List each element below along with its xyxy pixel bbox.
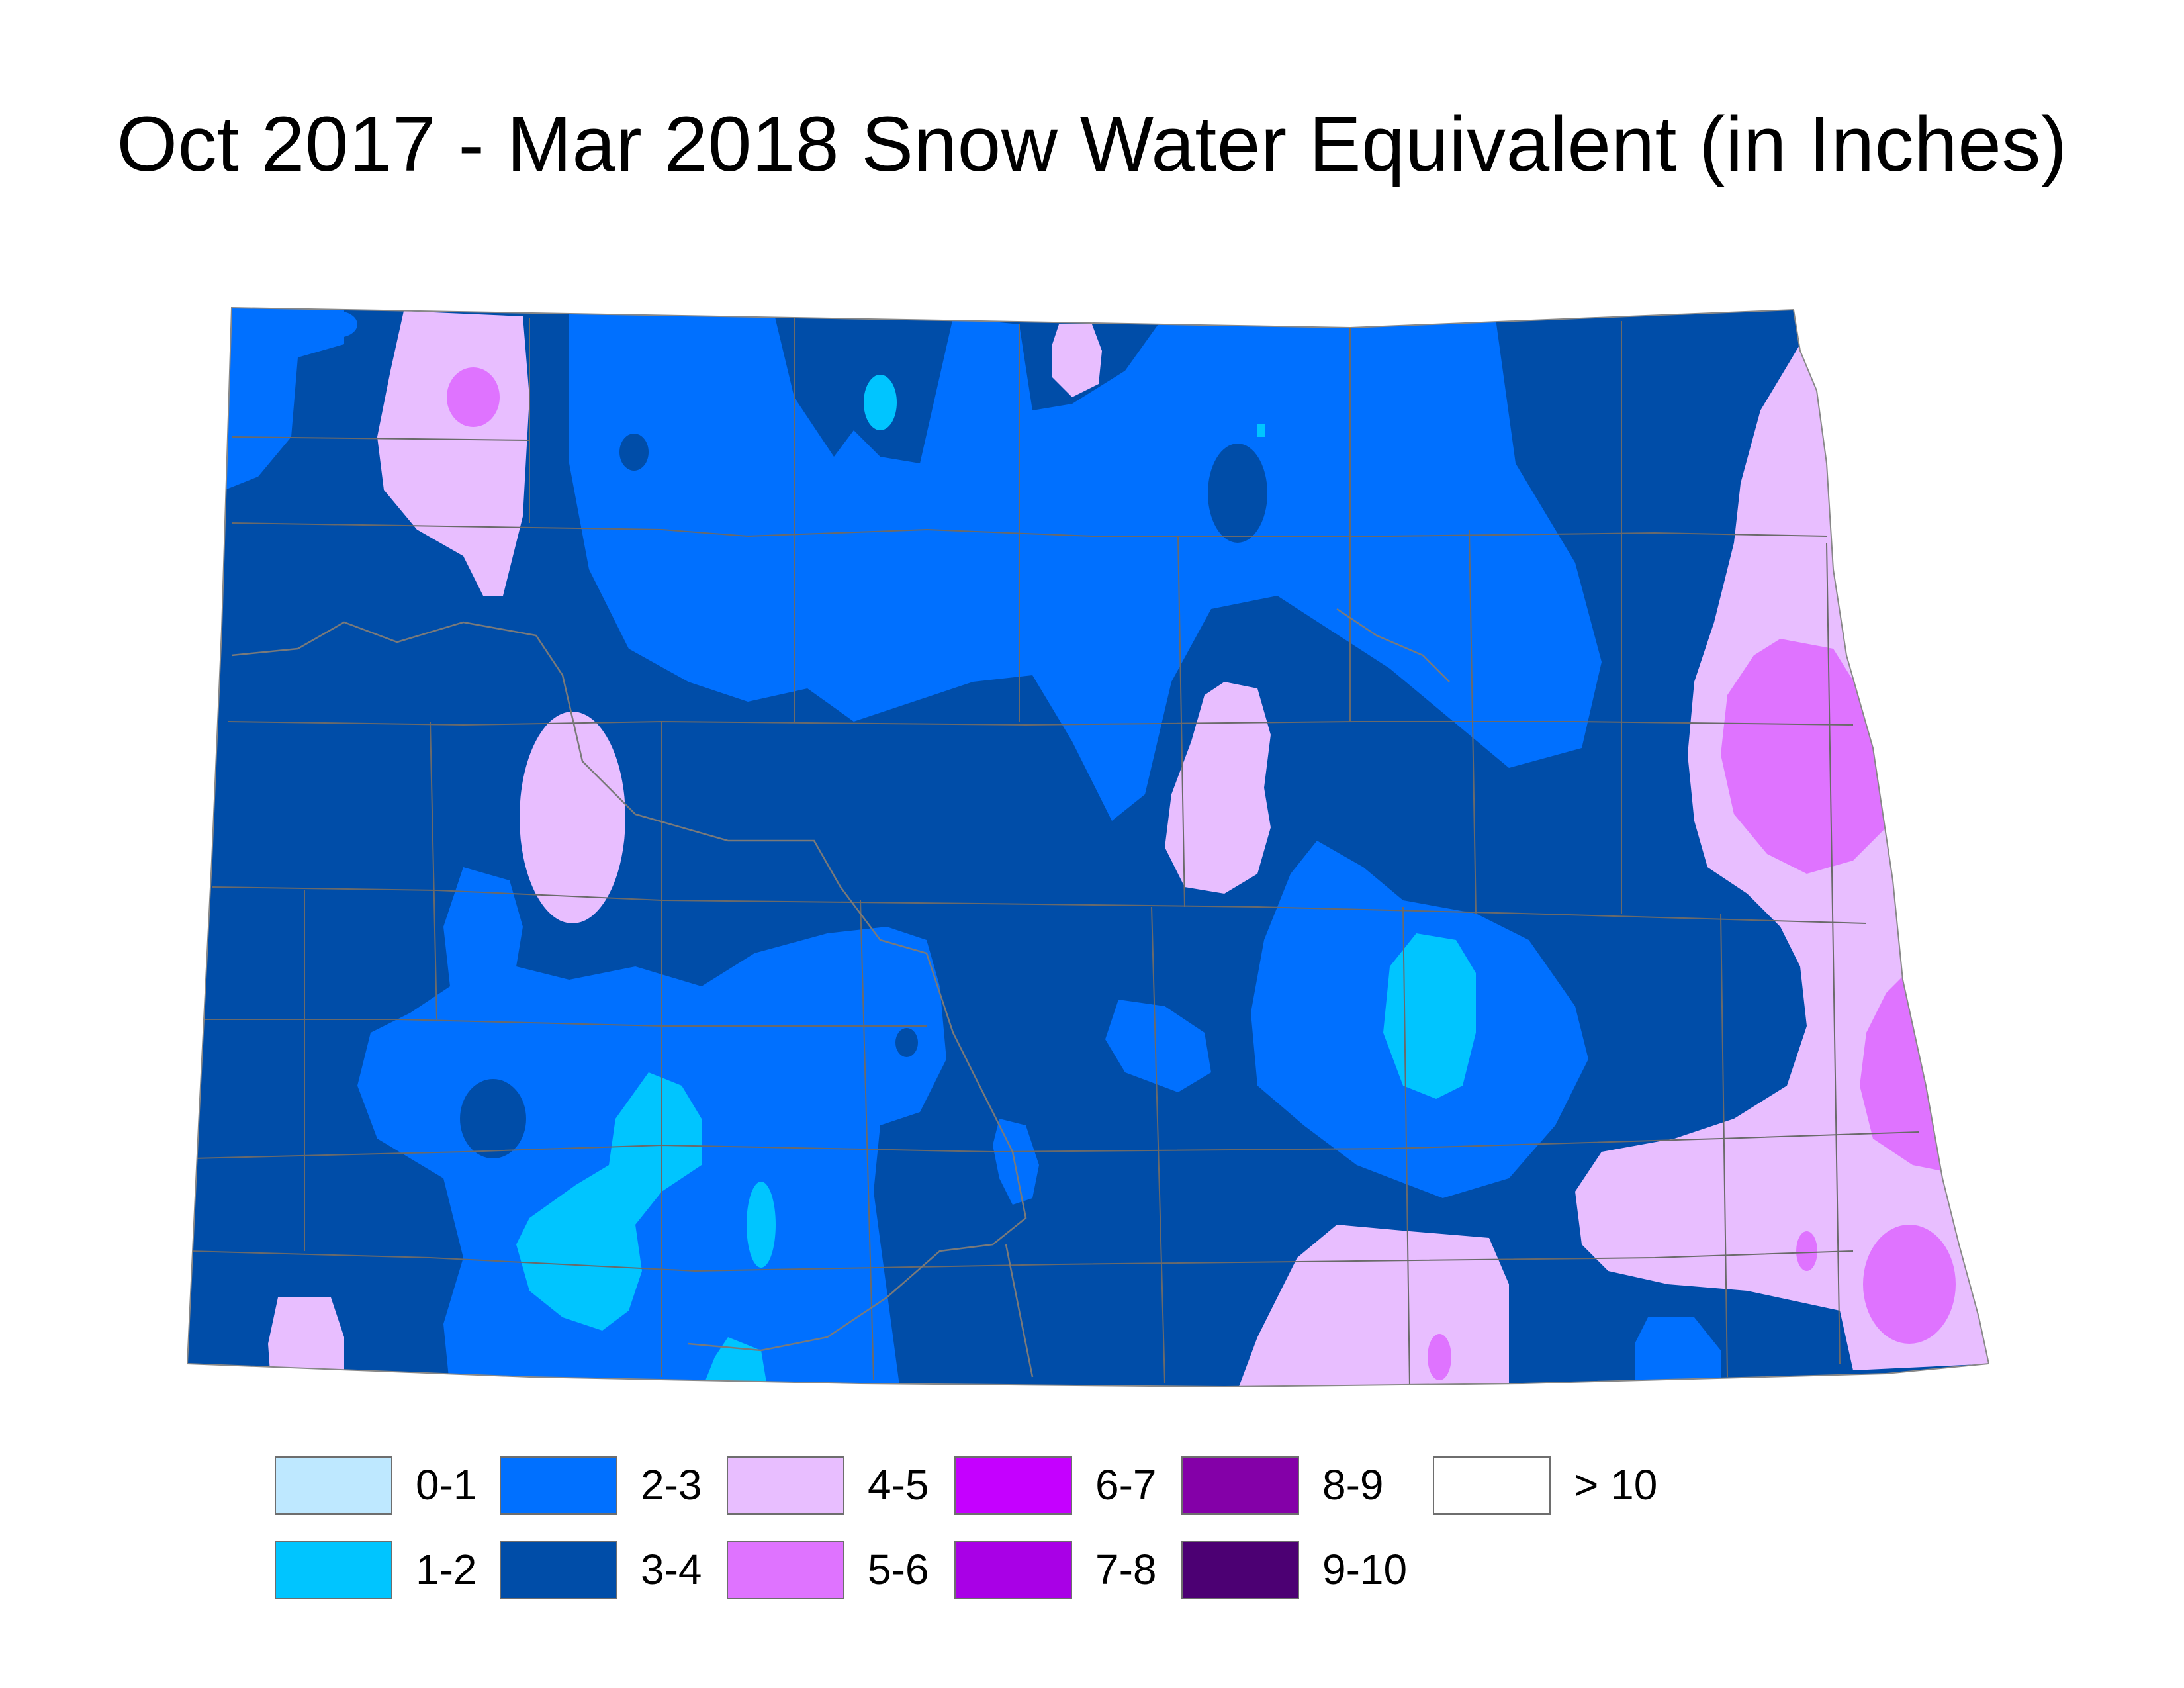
legend-swatch bbox=[954, 1541, 1072, 1599]
region-5-6-southeast-small bbox=[1796, 1231, 1817, 1271]
legend-swatch bbox=[1181, 1541, 1299, 1599]
legend-swatch bbox=[954, 1456, 1072, 1515]
region-4-5-central bbox=[1165, 682, 1271, 894]
legend-label: 2-3 bbox=[641, 1461, 702, 1509]
region-1-2-southwest bbox=[516, 1072, 702, 1331]
legend-label: 7-8 bbox=[1095, 1546, 1157, 1593]
legend-swatch bbox=[727, 1541, 844, 1599]
region-1-2-north-spot bbox=[864, 375, 897, 430]
legend-label: 3-4 bbox=[641, 1546, 702, 1593]
region-3-4-hole-southwest bbox=[460, 1079, 526, 1158]
legend-label: 5-6 bbox=[868, 1546, 929, 1593]
region-2-3-north-central bbox=[569, 311, 1602, 821]
region-1-2-central-east bbox=[1383, 933, 1476, 1099]
region-2-3-nw-spot bbox=[318, 311, 357, 338]
map-title: Oct 2017 - Mar 2018 Snow Water Equivalen… bbox=[116, 101, 2068, 188]
legend-label: 9-10 bbox=[1322, 1546, 1408, 1593]
region-2-3-central-small bbox=[1105, 1000, 1211, 1092]
region-3-4-hole-small-2 bbox=[895, 1028, 918, 1057]
region-2-3-northwest-edge bbox=[225, 308, 344, 490]
state-outline bbox=[186, 306, 1990, 1388]
legend-label: 4-5 bbox=[868, 1461, 929, 1509]
region-5-6-northwest bbox=[447, 367, 500, 427]
legend-swatch bbox=[1181, 1456, 1299, 1515]
legend-label: 0-1 bbox=[416, 1461, 477, 1509]
region-4-5-north-center bbox=[1052, 324, 1102, 397]
rivers bbox=[231, 608, 1450, 1378]
region-4-5-west-central bbox=[520, 712, 625, 923]
region-4-5-southwest-corner bbox=[268, 1297, 344, 1387]
missouri-river bbox=[231, 621, 1027, 1352]
legend-swatch bbox=[500, 1456, 617, 1515]
region-1-2-north-dot bbox=[1257, 424, 1265, 437]
sheyenne-river bbox=[1336, 608, 1450, 682]
county-boundaries bbox=[188, 318, 1920, 1387]
region-3-4-hole-small-1 bbox=[619, 434, 649, 471]
legend-label: 8-9 bbox=[1322, 1461, 1384, 1509]
legend-label: > 10 bbox=[1574, 1461, 1658, 1509]
region-2-3-southeast-small bbox=[1635, 1317, 1721, 1387]
lake-sakakawea-arm bbox=[1005, 1244, 1034, 1378]
legend-swatch bbox=[500, 1541, 617, 1599]
region-2-3-south-small bbox=[993, 1119, 1039, 1205]
legend-swatch bbox=[275, 1456, 392, 1515]
region-3-4-hole-north bbox=[1208, 444, 1267, 543]
region-5-6-south-small bbox=[1428, 1334, 1451, 1380]
legend-swatch bbox=[275, 1541, 392, 1599]
region-5-6-east-upper bbox=[1721, 639, 1886, 874]
region-1-2-south-border bbox=[702, 1337, 768, 1387]
legend-swatch bbox=[727, 1456, 844, 1515]
region-1-2-south-small bbox=[747, 1182, 776, 1268]
legend-label: 1-2 bbox=[416, 1546, 477, 1593]
region-5-6-southeast bbox=[1863, 1225, 1956, 1344]
legend-label: 6-7 bbox=[1095, 1461, 1157, 1509]
state-shape bbox=[187, 308, 1989, 1387]
legend-swatch bbox=[1433, 1456, 1551, 1515]
